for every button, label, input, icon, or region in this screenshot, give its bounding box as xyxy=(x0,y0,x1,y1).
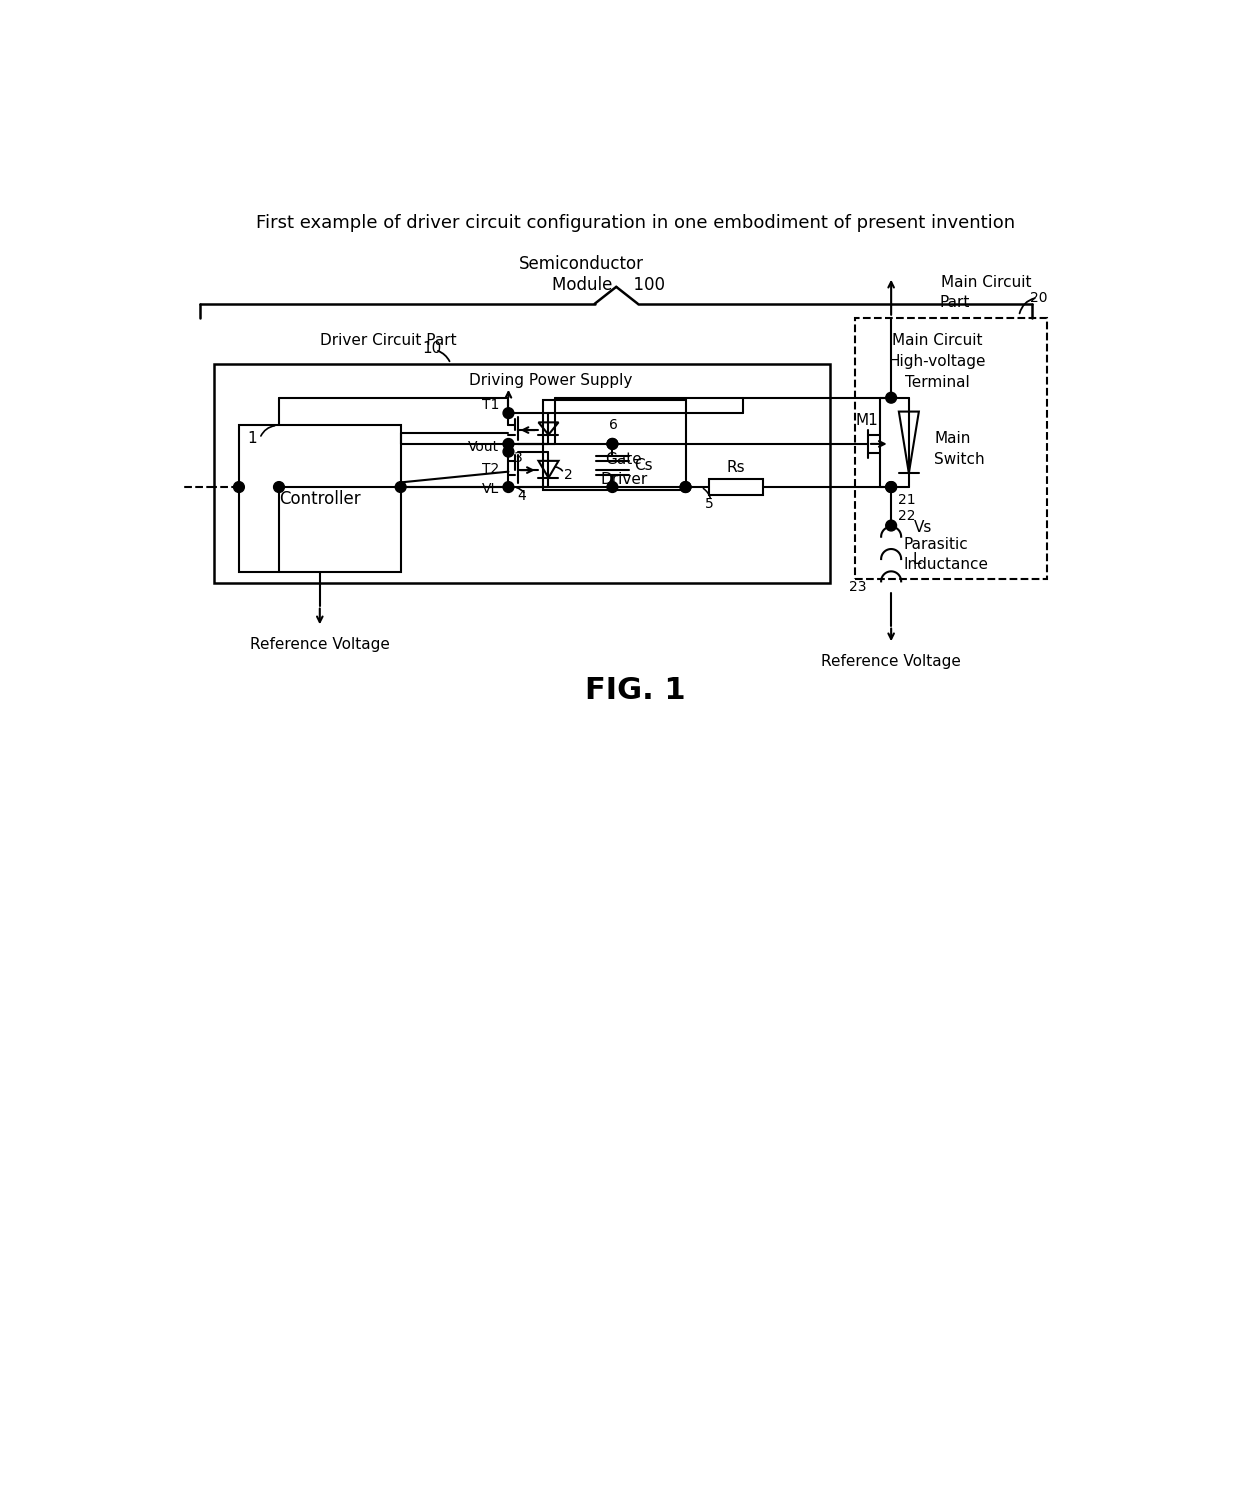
Circle shape xyxy=(681,482,691,492)
Circle shape xyxy=(503,446,513,457)
Circle shape xyxy=(885,482,897,492)
Text: VL: VL xyxy=(482,482,500,495)
Text: 2: 2 xyxy=(564,467,573,482)
Text: First example of driver circuit configuration in one embodiment of present inven: First example of driver circuit configur… xyxy=(255,213,1016,231)
Text: Reference Voltage: Reference Voltage xyxy=(250,637,389,652)
Circle shape xyxy=(503,482,513,492)
Circle shape xyxy=(503,439,513,449)
Text: Main: Main xyxy=(934,431,971,446)
Text: Vs: Vs xyxy=(914,519,932,534)
Bar xyxy=(708,479,763,495)
Text: T1: T1 xyxy=(482,398,500,412)
Text: Driver Circuit Part: Driver Circuit Part xyxy=(320,333,456,348)
Circle shape xyxy=(233,482,244,492)
Text: 3: 3 xyxy=(513,451,522,466)
Text: 6: 6 xyxy=(609,418,618,433)
Text: Switch: Switch xyxy=(934,452,985,467)
Text: Driving Power Supply: Driving Power Supply xyxy=(469,373,632,388)
Bar xyxy=(213,364,830,582)
Text: Semiconductor: Semiconductor xyxy=(520,255,644,273)
Bar xyxy=(854,318,1048,579)
Circle shape xyxy=(885,392,897,403)
Text: Parasitic: Parasitic xyxy=(904,537,968,552)
Circle shape xyxy=(503,407,513,419)
Text: 4: 4 xyxy=(517,488,527,503)
Text: L: L xyxy=(913,552,921,567)
Text: Main Circuit: Main Circuit xyxy=(941,275,1032,289)
Text: Module    100: Module 100 xyxy=(552,276,665,294)
Text: T2: T2 xyxy=(482,463,500,476)
Bar xyxy=(239,425,401,571)
Circle shape xyxy=(681,482,691,492)
Text: 5: 5 xyxy=(704,497,713,510)
Text: FIG. 1: FIG. 1 xyxy=(585,676,686,704)
Bar xyxy=(543,400,686,489)
Circle shape xyxy=(608,439,618,449)
Circle shape xyxy=(274,482,284,492)
Circle shape xyxy=(608,482,618,492)
Text: Terminal: Terminal xyxy=(905,374,970,389)
Circle shape xyxy=(396,482,405,492)
Text: 1: 1 xyxy=(247,431,257,446)
Text: Inductance: Inductance xyxy=(904,557,988,571)
Text: Rs: Rs xyxy=(727,460,745,474)
Text: Controller: Controller xyxy=(279,489,361,507)
Circle shape xyxy=(885,482,897,492)
Text: Driver: Driver xyxy=(600,471,647,486)
Text: M1: M1 xyxy=(856,413,878,428)
Text: 20: 20 xyxy=(1029,291,1048,304)
Circle shape xyxy=(885,521,897,531)
Text: Cs: Cs xyxy=(634,458,652,473)
Text: 21: 21 xyxy=(898,494,915,507)
Circle shape xyxy=(608,439,618,449)
Text: High-voltage: High-voltage xyxy=(889,354,986,369)
Text: 10: 10 xyxy=(422,342,441,357)
Text: Main Circuit: Main Circuit xyxy=(892,333,982,348)
Text: 23: 23 xyxy=(848,580,866,594)
Text: Part: Part xyxy=(940,295,970,310)
Text: Vout: Vout xyxy=(467,440,500,454)
Text: 22: 22 xyxy=(898,509,915,522)
Text: Gate: Gate xyxy=(605,452,642,467)
Text: Reference Voltage: Reference Voltage xyxy=(821,655,961,670)
